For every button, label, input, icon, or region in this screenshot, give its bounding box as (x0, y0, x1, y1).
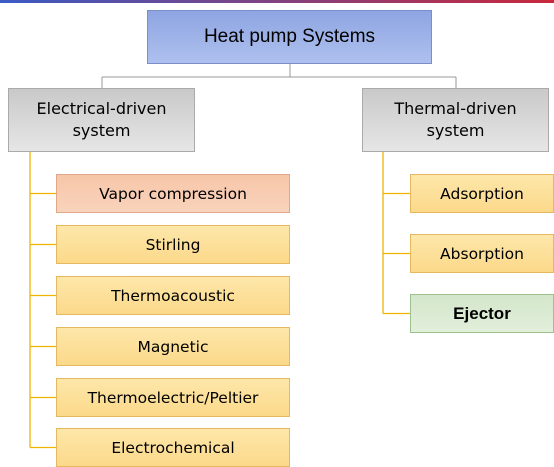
branch-lines (29, 152, 410, 449)
leaf-node: Vapor compression (56, 174, 290, 213)
tree-lines (101, 64, 457, 88)
leaf-node: Stirling (56, 225, 290, 264)
group-node: Electrical-driven system (8, 88, 195, 152)
leaf-node: Thermoelectric/Peltier (56, 378, 290, 417)
group-node: Thermal-driven system (362, 88, 549, 152)
leaf-node: Magnetic (56, 327, 290, 366)
leaf-node: Ejector (410, 294, 554, 333)
leaf-node: Absorption (410, 234, 554, 273)
leaf-node: Electrochemical (56, 428, 290, 467)
top-bar (0, 0, 554, 3)
root-node: Heat pump Systems (147, 10, 432, 64)
leaf-node: Thermoacoustic (56, 276, 290, 315)
leaf-node: Adsorption (410, 174, 554, 213)
